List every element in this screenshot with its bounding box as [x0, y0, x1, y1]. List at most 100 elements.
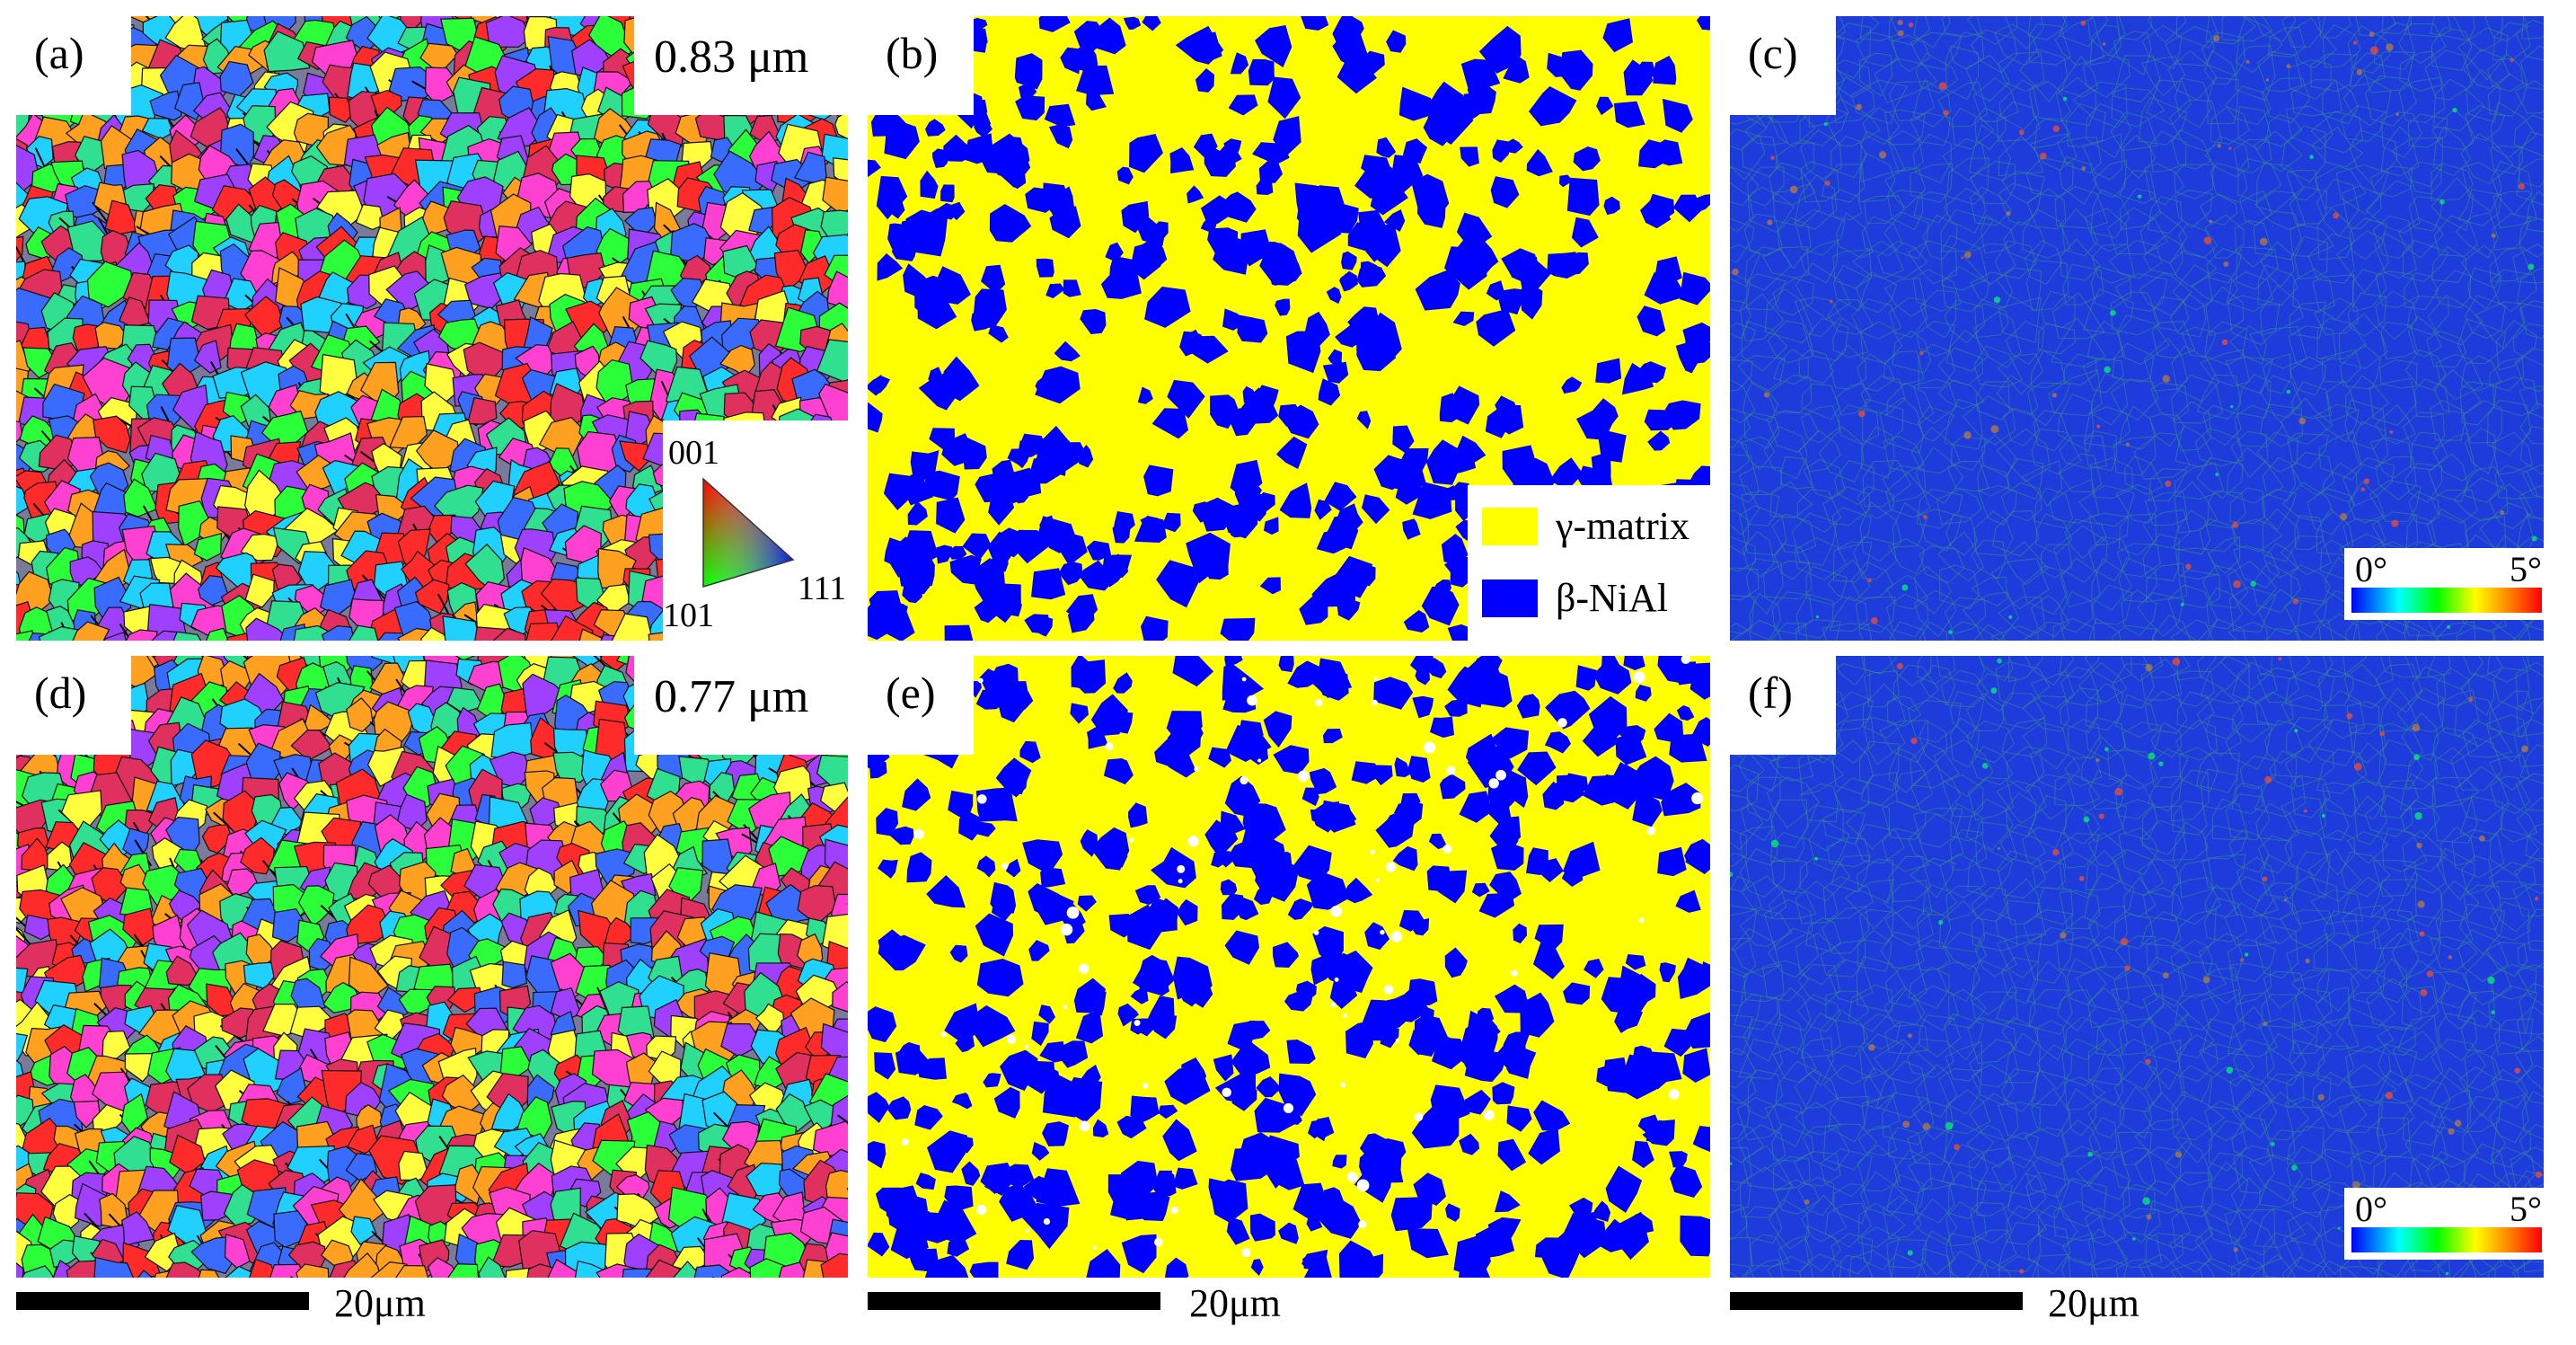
grain-boundary — [2484, 16, 2529, 41]
grain — [290, 730, 333, 762]
beta-particle — [1412, 695, 1434, 719]
grain-boundary — [2350, 52, 2386, 87]
beta-particle — [1042, 1121, 1069, 1146]
grain-boundary — [2201, 854, 2246, 889]
grain-boundary — [1822, 809, 1866, 845]
misorientation-spot — [2491, 233, 2496, 238]
beta-particle — [1344, 59, 1363, 77]
grain-boundary — [2525, 823, 2544, 863]
grain-boundary — [2072, 81, 2128, 128]
misorientation-spot — [2233, 1247, 2238, 1252]
beta-particle — [1090, 827, 1130, 871]
grain-boundary — [1861, 1226, 1900, 1270]
grain-boundary — [2112, 848, 2165, 897]
grain-boundary — [1922, 214, 1958, 261]
beta-particle — [1682, 322, 1710, 355]
grain-boundary — [1739, 847, 1786, 898]
beta-particle — [1296, 204, 1319, 227]
beta-particle — [1575, 665, 1597, 691]
grain — [16, 340, 31, 378]
beta-particle — [1478, 25, 1522, 74]
grain-boundary — [1975, 821, 2017, 872]
grain-boundary — [2049, 479, 2099, 524]
beta-particle — [1341, 877, 1373, 904]
grain-boundary — [2060, 55, 2099, 98]
grain-boundary — [2263, 1073, 2305, 1109]
beta-particle — [1279, 482, 1312, 518]
grain-boundary — [1893, 1149, 1933, 1194]
unindexed-point — [913, 828, 925, 840]
beta-particle — [988, 324, 1009, 343]
grain-boundary — [2225, 85, 2272, 126]
grain-boundary — [1732, 927, 1780, 978]
beta-particle — [1439, 774, 1466, 800]
unindexed-point — [1239, 775, 1248, 785]
beta-particle — [1449, 230, 1496, 275]
grain-boundary — [2237, 157, 2282, 202]
grain-boundary — [2148, 468, 2188, 502]
beta-particle — [891, 239, 918, 261]
grain-boundary — [2142, 534, 2180, 581]
phase-map-e — [868, 656, 1710, 1278]
misorientation-spot — [2510, 58, 2514, 63]
grain-boundary — [1853, 535, 1898, 580]
beta-particle — [1311, 1116, 1335, 1139]
grain-boundary — [1933, 739, 1994, 798]
grain-boundary — [1763, 898, 1813, 951]
grain-boundary — [1770, 623, 1808, 641]
grain-boundary — [2435, 353, 2483, 401]
grain-boundary — [2150, 721, 2183, 758]
grain-boundary — [2142, 509, 2191, 549]
beta-particle — [1031, 1021, 1049, 1047]
beta-particle — [1697, 16, 1710, 31]
beta-particle — [1071, 656, 1093, 689]
grain-boundary — [1974, 303, 2009, 339]
grain-boundary — [2230, 876, 2279, 919]
grain-boundary — [2091, 1259, 2128, 1278]
unindexed-point — [1241, 1248, 1251, 1258]
grain-boundary — [2493, 1018, 2534, 1055]
grain-boundary — [2175, 1117, 2212, 1164]
grain-boundary — [1749, 592, 1782, 641]
unindexed-point — [1446, 765, 1456, 775]
grain-boundary — [2142, 656, 2191, 678]
misorientation-spot — [1867, 578, 1872, 583]
grain-boundary — [1801, 1194, 1848, 1243]
twin-boundary — [437, 593, 450, 615]
grain-boundary — [2033, 1020, 2066, 1061]
grain-boundary — [2149, 130, 2187, 173]
grain-boundary — [2233, 1218, 2282, 1270]
grain-boundary — [2143, 1199, 2192, 1249]
grain-boundary — [2057, 988, 2096, 1032]
grain-boundary — [2515, 773, 2544, 811]
misorientation-spot — [1770, 839, 1779, 848]
beta-particle — [1621, 362, 1654, 395]
grain-boundary — [2340, 104, 2388, 142]
misorientation-spot — [2448, 1128, 2455, 1135]
grain-boundary — [1832, 656, 1866, 686]
misorientation-spot — [2104, 366, 2111, 374]
grain-boundary — [2463, 656, 2504, 678]
beta-particle — [1319, 952, 1354, 986]
grain-boundary — [1919, 664, 1956, 705]
misorientation-spot — [1730, 1162, 1733, 1165]
grain-boundary — [2259, 375, 2303, 419]
grain-boundary — [1739, 465, 1783, 496]
grain-boundary — [2006, 1205, 2047, 1245]
beta-particle — [1204, 147, 1236, 177]
grain-boundary — [1882, 465, 1927, 503]
grain-boundary — [2266, 627, 2301, 641]
grain-boundary — [2258, 1178, 2298, 1208]
beta-particle — [1324, 482, 1357, 511]
grain-boundary — [1922, 884, 1958, 916]
grain-boundary — [2145, 491, 2188, 526]
beta-particle — [1155, 1170, 1172, 1185]
grain-boundary — [2152, 296, 2190, 332]
grain-boundary — [2280, 535, 2333, 576]
grain-boundary — [2113, 969, 2158, 1009]
beta-particle — [1088, 17, 1126, 55]
beta-particle — [1038, 1004, 1055, 1024]
beta-swatch — [1482, 579, 1538, 617]
misorientation-spot — [2294, 729, 2298, 733]
beta-particle — [991, 554, 1009, 572]
